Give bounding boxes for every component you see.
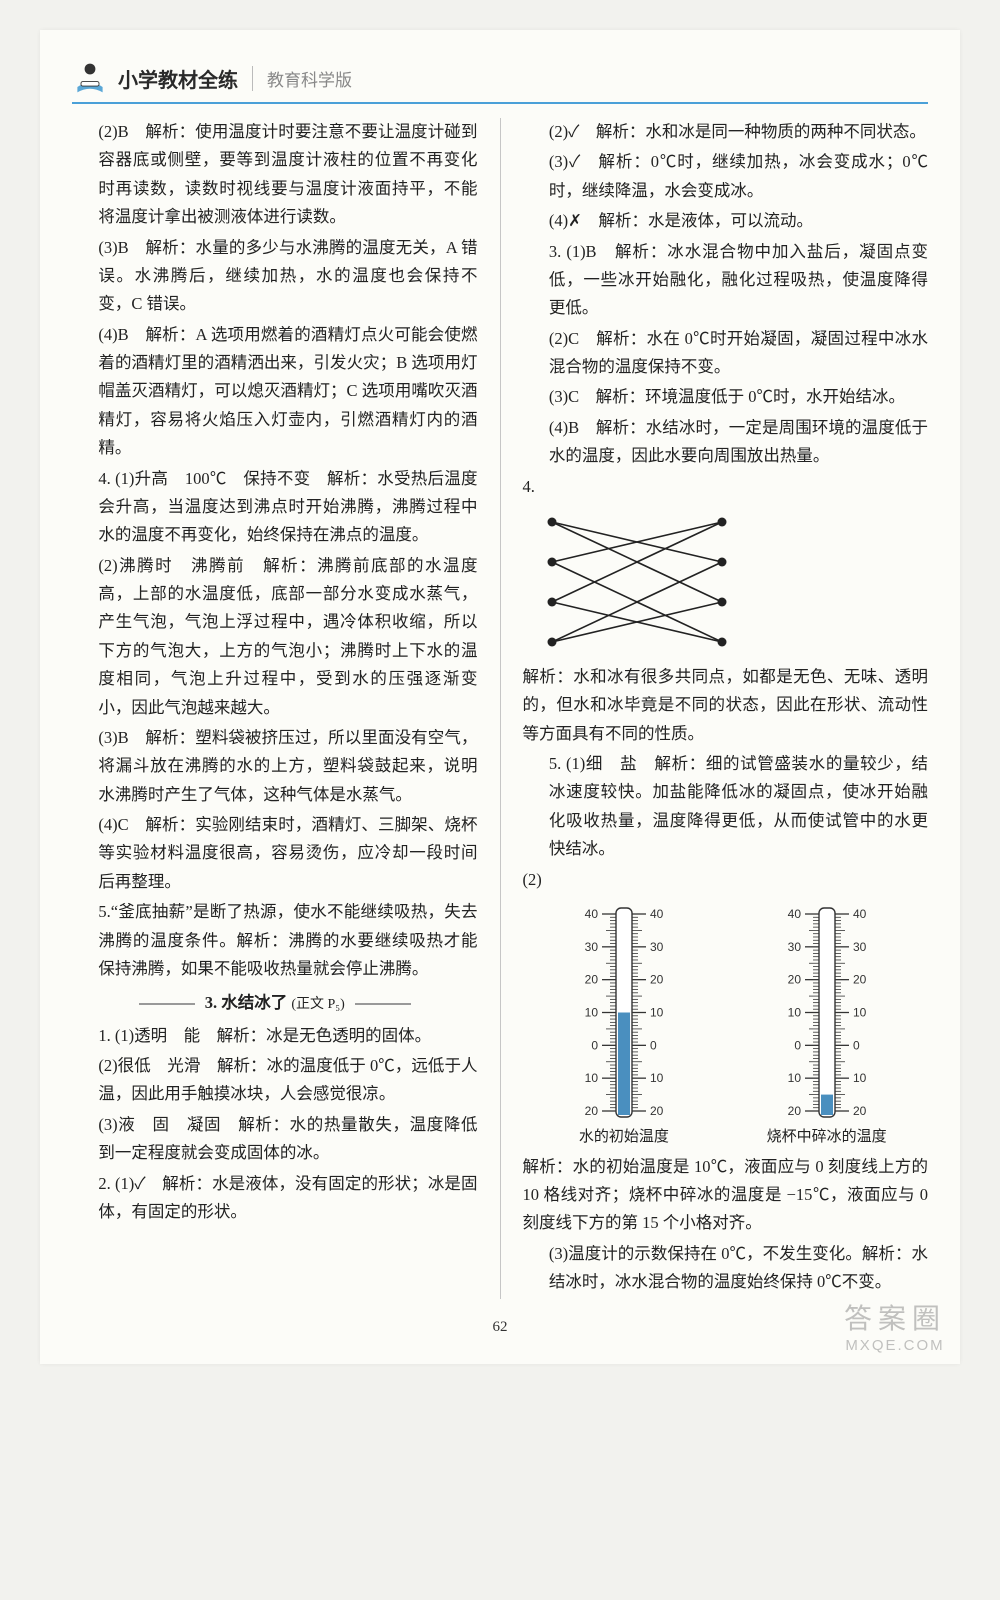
svg-text:20: 20 (650, 973, 664, 987)
svg-text:10: 10 (787, 1005, 801, 1019)
body-text: (2)B 解析：使用温度计时要注意不要让温度计碰到容器底或侧壁，要等到温度计液柱… (72, 118, 478, 232)
svg-text:0: 0 (650, 1038, 657, 1052)
body-text: (3)液 固 凝固 解析：水的热量散失，温度降低到一定程度就会变成固体的冰。 (72, 1111, 478, 1168)
body-text: 3. (1)B 解析：冰水混合物中加入盐后，凝固点变低，一些冰开始融化，融化过程… (522, 238, 928, 323)
watermark-line2: MXQE.COM (844, 1337, 946, 1354)
column-divider (500, 118, 501, 1299)
thermometer-right: 20 20 10 10 0 0 10 10 20 20 30 30 40 40 (757, 900, 897, 1125)
svg-text:10: 10 (787, 1071, 801, 1085)
content-columns: (2)B 解析：使用温度计时要注意不要让温度计碰到容器底或侧壁，要等到温度计液柱… (72, 118, 928, 1299)
thermo-left-label: 水的初始温度 (554, 1125, 694, 1151)
svg-text:20: 20 (853, 1104, 867, 1118)
body-text: 5.“釜底抽薪”是断了热源，使水不能继续吸热，失去沸腾的温度条件。解析：沸腾的水… (72, 898, 478, 983)
body-text: (2)很低 光滑 解析：冰的温度低于 0℃，远低于人温，因此用手触摸冰块，人会感… (72, 1052, 478, 1109)
thermo-right-label: 烧杯中碎冰的温度 (757, 1125, 897, 1151)
series-title: 小学教材全练 (118, 64, 238, 93)
svg-text:40: 40 (853, 907, 867, 921)
watermark-line1: 答案圈 (844, 1297, 946, 1337)
q5-2-label: (2) (522, 866, 928, 894)
svg-text:30: 30 (650, 940, 664, 954)
section-ref: (正文 P₅) (291, 997, 345, 1012)
svg-text:10: 10 (650, 1071, 664, 1085)
left-column: (2)B 解析：使用温度计时要注意不要让温度计碰到容器底或侧壁，要等到温度计液柱… (72, 118, 478, 1299)
watermark: 答案圈 MXQE.COM (844, 1297, 946, 1354)
right-column: (2)✓ 解析：水和冰是同一种物质的两种不同状态。 (3)✓ 解析：0℃时，继续… (522, 118, 928, 1299)
body-text: (4)B 解析：A 选项用燃着的酒精灯点火可能会使燃着的酒精灯里的酒精洒出来，引… (72, 321, 478, 463)
page-header: 小学教材全练 教育科学版 (72, 60, 928, 104)
body-text: (2)✓ 解析：水和冰是同一种物质的两种不同状态。 (522, 118, 928, 146)
thermometer-row: 20 20 10 10 0 0 10 10 20 20 30 30 40 40 水的初始温度 20 20 10… (522, 900, 928, 1151)
svg-text:40: 40 (787, 907, 801, 921)
body-text: (3)B 解析：水量的多少与水沸腾的温度无关，A 错误。水沸腾后，继续加热，水的… (72, 234, 478, 319)
body-text: (2)沸腾时 沸腾前 解析：沸腾前底部的水温度高，上部的水温度低，底部一部分水变… (72, 552, 478, 722)
body-text: (2)C 解析：水在 0℃时开始凝固，凝固过程中冰水混合物的温度保持不变。 (522, 325, 928, 382)
section-title: 3. 水结冰了 (205, 993, 288, 1012)
body-text: 4. (1)升高 100℃ 保持不变 解析：水受热后温度会升高，当温度达到沸点时… (72, 465, 478, 550)
svg-text:20: 20 (585, 1104, 599, 1118)
svg-text:10: 10 (853, 1005, 867, 1019)
body-text: (3)✓ 解析：0℃时，继续加热，冰会变成水；0℃时，继续降温，水会变成冰。 (522, 148, 928, 205)
svg-text:20: 20 (787, 1104, 801, 1118)
body-text: 1. (1)透明 能 解析：冰是无色透明的固体。 (72, 1022, 478, 1050)
reader-icon (72, 60, 108, 96)
q4-label: 4. (522, 473, 928, 501)
svg-text:20: 20 (585, 973, 599, 987)
svg-text:10: 10 (853, 1071, 867, 1085)
svg-text:20: 20 (787, 973, 801, 987)
svg-text:30: 30 (787, 940, 801, 954)
body-text: (4)✗ 解析：水是液体，可以流动。 (522, 207, 928, 235)
svg-text:20: 20 (853, 973, 867, 987)
svg-text:40: 40 (585, 907, 599, 921)
svg-text:10: 10 (585, 1005, 599, 1019)
edition-label: 教育科学版 (252, 66, 352, 91)
body-text: (4)C 解析：实验刚结束时，酒精灯、三脚架、烧杯等实验材料温度很高，容易烫伤，… (72, 811, 478, 896)
matching-svg (532, 507, 742, 657)
svg-text:20: 20 (650, 1104, 664, 1118)
svg-text:0: 0 (853, 1038, 860, 1052)
body-text: 解析：水的初始温度是 10℃，液面应与 0 刻度线上方的 10 格线对齐；烧杯中… (522, 1153, 928, 1238)
section-heading: 3. 水结冰了 (正文 P₅) (72, 989, 478, 1017)
svg-text:30: 30 (853, 940, 867, 954)
svg-text:0: 0 (794, 1038, 801, 1052)
svg-text:30: 30 (585, 940, 599, 954)
svg-text:0: 0 (591, 1038, 598, 1052)
body-text: (3)C 解析：环境温度低于 0℃时，水开始结冰。 (522, 383, 928, 411)
body-text: 5. (1)细 盐 解析：细的试管盛装水的量较少，结冰速度较快。加盐能降低冰的凝… (522, 750, 928, 864)
svg-text:10: 10 (650, 1005, 664, 1019)
page-number: 62 (72, 1319, 928, 1336)
body-text: 解析：水和冰有很多共同点，如都是无色、无味、透明的，但水和冰毕竟是不同的状态，因… (522, 663, 928, 748)
matching-diagram (532, 507, 928, 657)
thermometer-left: 20 20 10 10 0 0 10 10 20 20 30 30 40 40 (554, 900, 694, 1125)
body-text: (3)B 解析：塑料袋被挤压过，所以里面没有空气，将漏斗放在沸腾的水的上方，塑料… (72, 724, 478, 809)
body-text: 2. (1)✓ 解析：水是液体，没有固定的形状；冰是固体，有固定的形状。 (72, 1170, 478, 1227)
svg-text:10: 10 (585, 1071, 599, 1085)
svg-text:40: 40 (650, 907, 664, 921)
body-text: (4)B 解析：水结冰时，一定是周围环境的温度低于水的温度，因此水要向周围放出热… (522, 414, 928, 471)
body-text: (3)温度计的示数保持在 0℃，不发生变化。解析：水结冰时，冰水混合物的温度始终… (522, 1240, 928, 1297)
